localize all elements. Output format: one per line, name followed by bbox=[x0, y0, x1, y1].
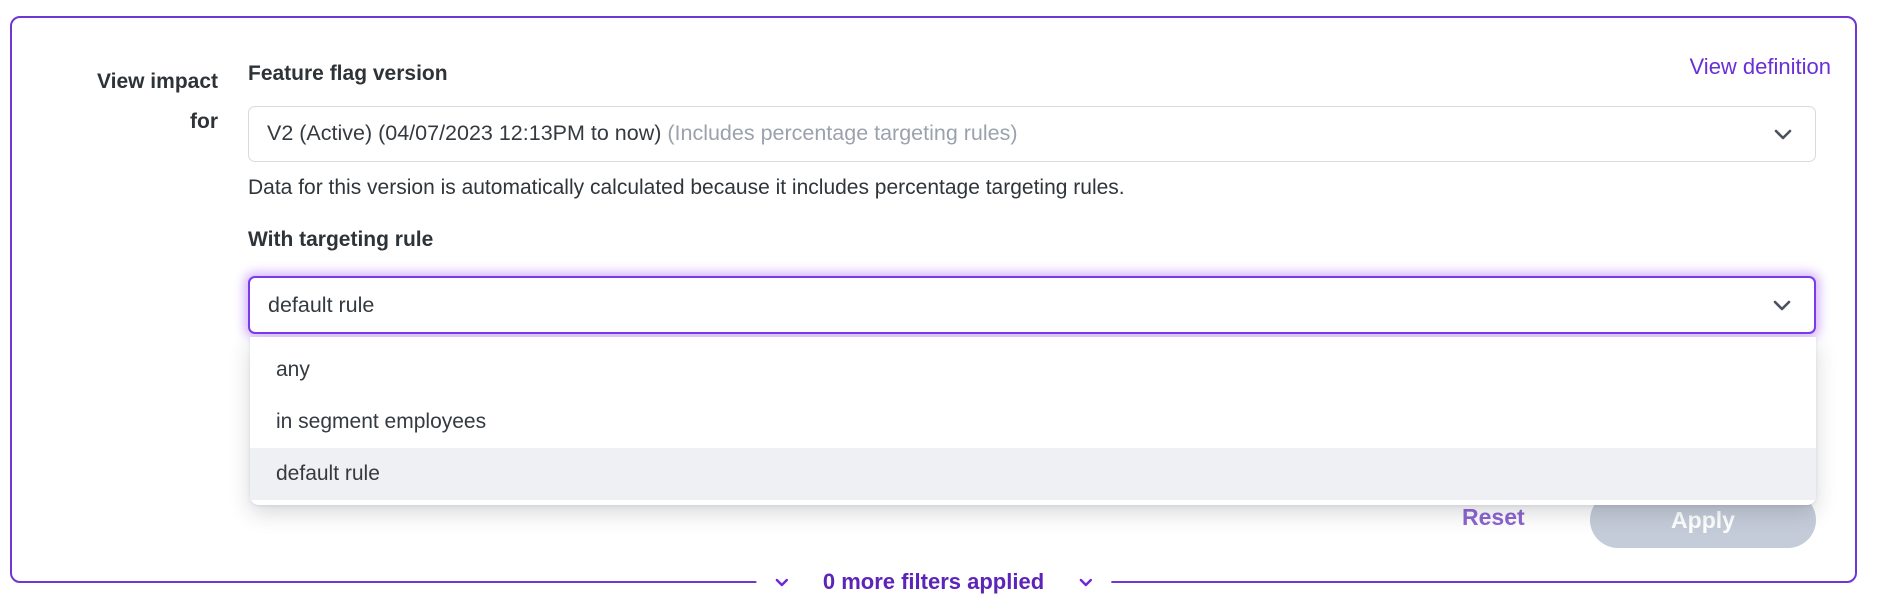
feature-flag-version-label: Feature flag version bbox=[248, 62, 448, 85]
dropdown-option-any[interactable]: any bbox=[276, 358, 310, 381]
reset-button[interactable]: Reset bbox=[1462, 504, 1525, 530]
dropdown-option-default-rule[interactable]: default rule bbox=[250, 448, 1816, 500]
chevron-down-icon bbox=[1079, 578, 1092, 586]
targeting-rule-label: With targeting rule bbox=[248, 228, 434, 251]
view-impact-line1: View impact bbox=[97, 70, 218, 93]
filters-panel: View impact for View definition Feature … bbox=[10, 16, 1857, 599]
more-filters-label: 0 more filters applied bbox=[822, 569, 1045, 594]
more-filters-toggle[interactable]: 0 more filters applied bbox=[755, 565, 1112, 599]
version-helper-text: Data for this version is automatically c… bbox=[248, 176, 1125, 199]
feature-flag-version-value: V2 (Active) (04/07/2023 12:13PM to now) bbox=[267, 121, 668, 145]
targeting-rule-select[interactable]: default rule bbox=[248, 276, 1816, 334]
targeting-rule-dropdown: any in segment employees default rule bbox=[250, 337, 1816, 505]
view-impact-for-label: View impact for bbox=[50, 62, 218, 142]
targeting-rule-value: default rule bbox=[268, 293, 375, 317]
feature-flag-version-hint: (Includes percentage targeting rules) bbox=[667, 121, 1018, 145]
feature-flag-version-select[interactable]: V2 (Active) (04/07/2023 12:13PM to now) … bbox=[248, 106, 1816, 162]
dropdown-option-in-segment-employees[interactable]: in segment employees bbox=[276, 410, 487, 433]
view-impact-line2: for bbox=[190, 110, 218, 133]
chevron-down-icon bbox=[1774, 129, 1792, 140]
chevron-down-icon bbox=[775, 578, 788, 586]
view-definition-link[interactable]: View definition bbox=[1689, 54, 1831, 79]
chevron-down-icon bbox=[1773, 300, 1791, 311]
